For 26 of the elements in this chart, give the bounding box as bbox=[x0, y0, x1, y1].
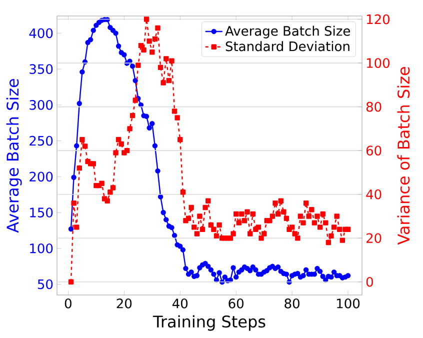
y2-tick-label: 40 bbox=[366, 189, 382, 200]
x-tick-label: 40 bbox=[172, 298, 188, 308]
y2-axis-title: Variance of Batch Size bbox=[397, 67, 410, 245]
y2-tick-label: 80 bbox=[366, 102, 382, 112]
y2-tick-label: 0 bbox=[366, 276, 373, 287]
x-tick-label: 100 bbox=[337, 298, 360, 308]
y-tick-label: 150 bbox=[30, 208, 53, 218]
y-axis-title: Average Batch Size bbox=[6, 78, 22, 233]
y-tick-label: 100 bbox=[30, 243, 53, 254]
y2-tick-label: 60 bbox=[366, 146, 382, 156]
y-tick-label: 200 bbox=[30, 172, 53, 182]
y2-tick-label: 120 bbox=[366, 14, 390, 24]
legend-label: Average Batch Size bbox=[225, 26, 350, 38]
legend-label: Standard Deviation bbox=[226, 41, 350, 52]
y-tick-label: 350 bbox=[30, 64, 53, 74]
y-tick-label: 250 bbox=[30, 136, 53, 146]
y2-tick-label: 100 bbox=[366, 58, 390, 68]
x-tick-label: 20 bbox=[116, 298, 132, 308]
x-tick-label: 80 bbox=[284, 298, 300, 308]
y-tick-label: 400 bbox=[29, 28, 53, 38]
x-tick-label: 60 bbox=[228, 298, 244, 308]
y-tick-label: 300 bbox=[30, 100, 53, 110]
x-tick-label: 0 bbox=[64, 298, 72, 308]
y2-tick-label: 20 bbox=[366, 233, 382, 244]
x-axis-title: Training Steps bbox=[152, 315, 266, 331]
y-tick-label: 50 bbox=[38, 279, 53, 290]
